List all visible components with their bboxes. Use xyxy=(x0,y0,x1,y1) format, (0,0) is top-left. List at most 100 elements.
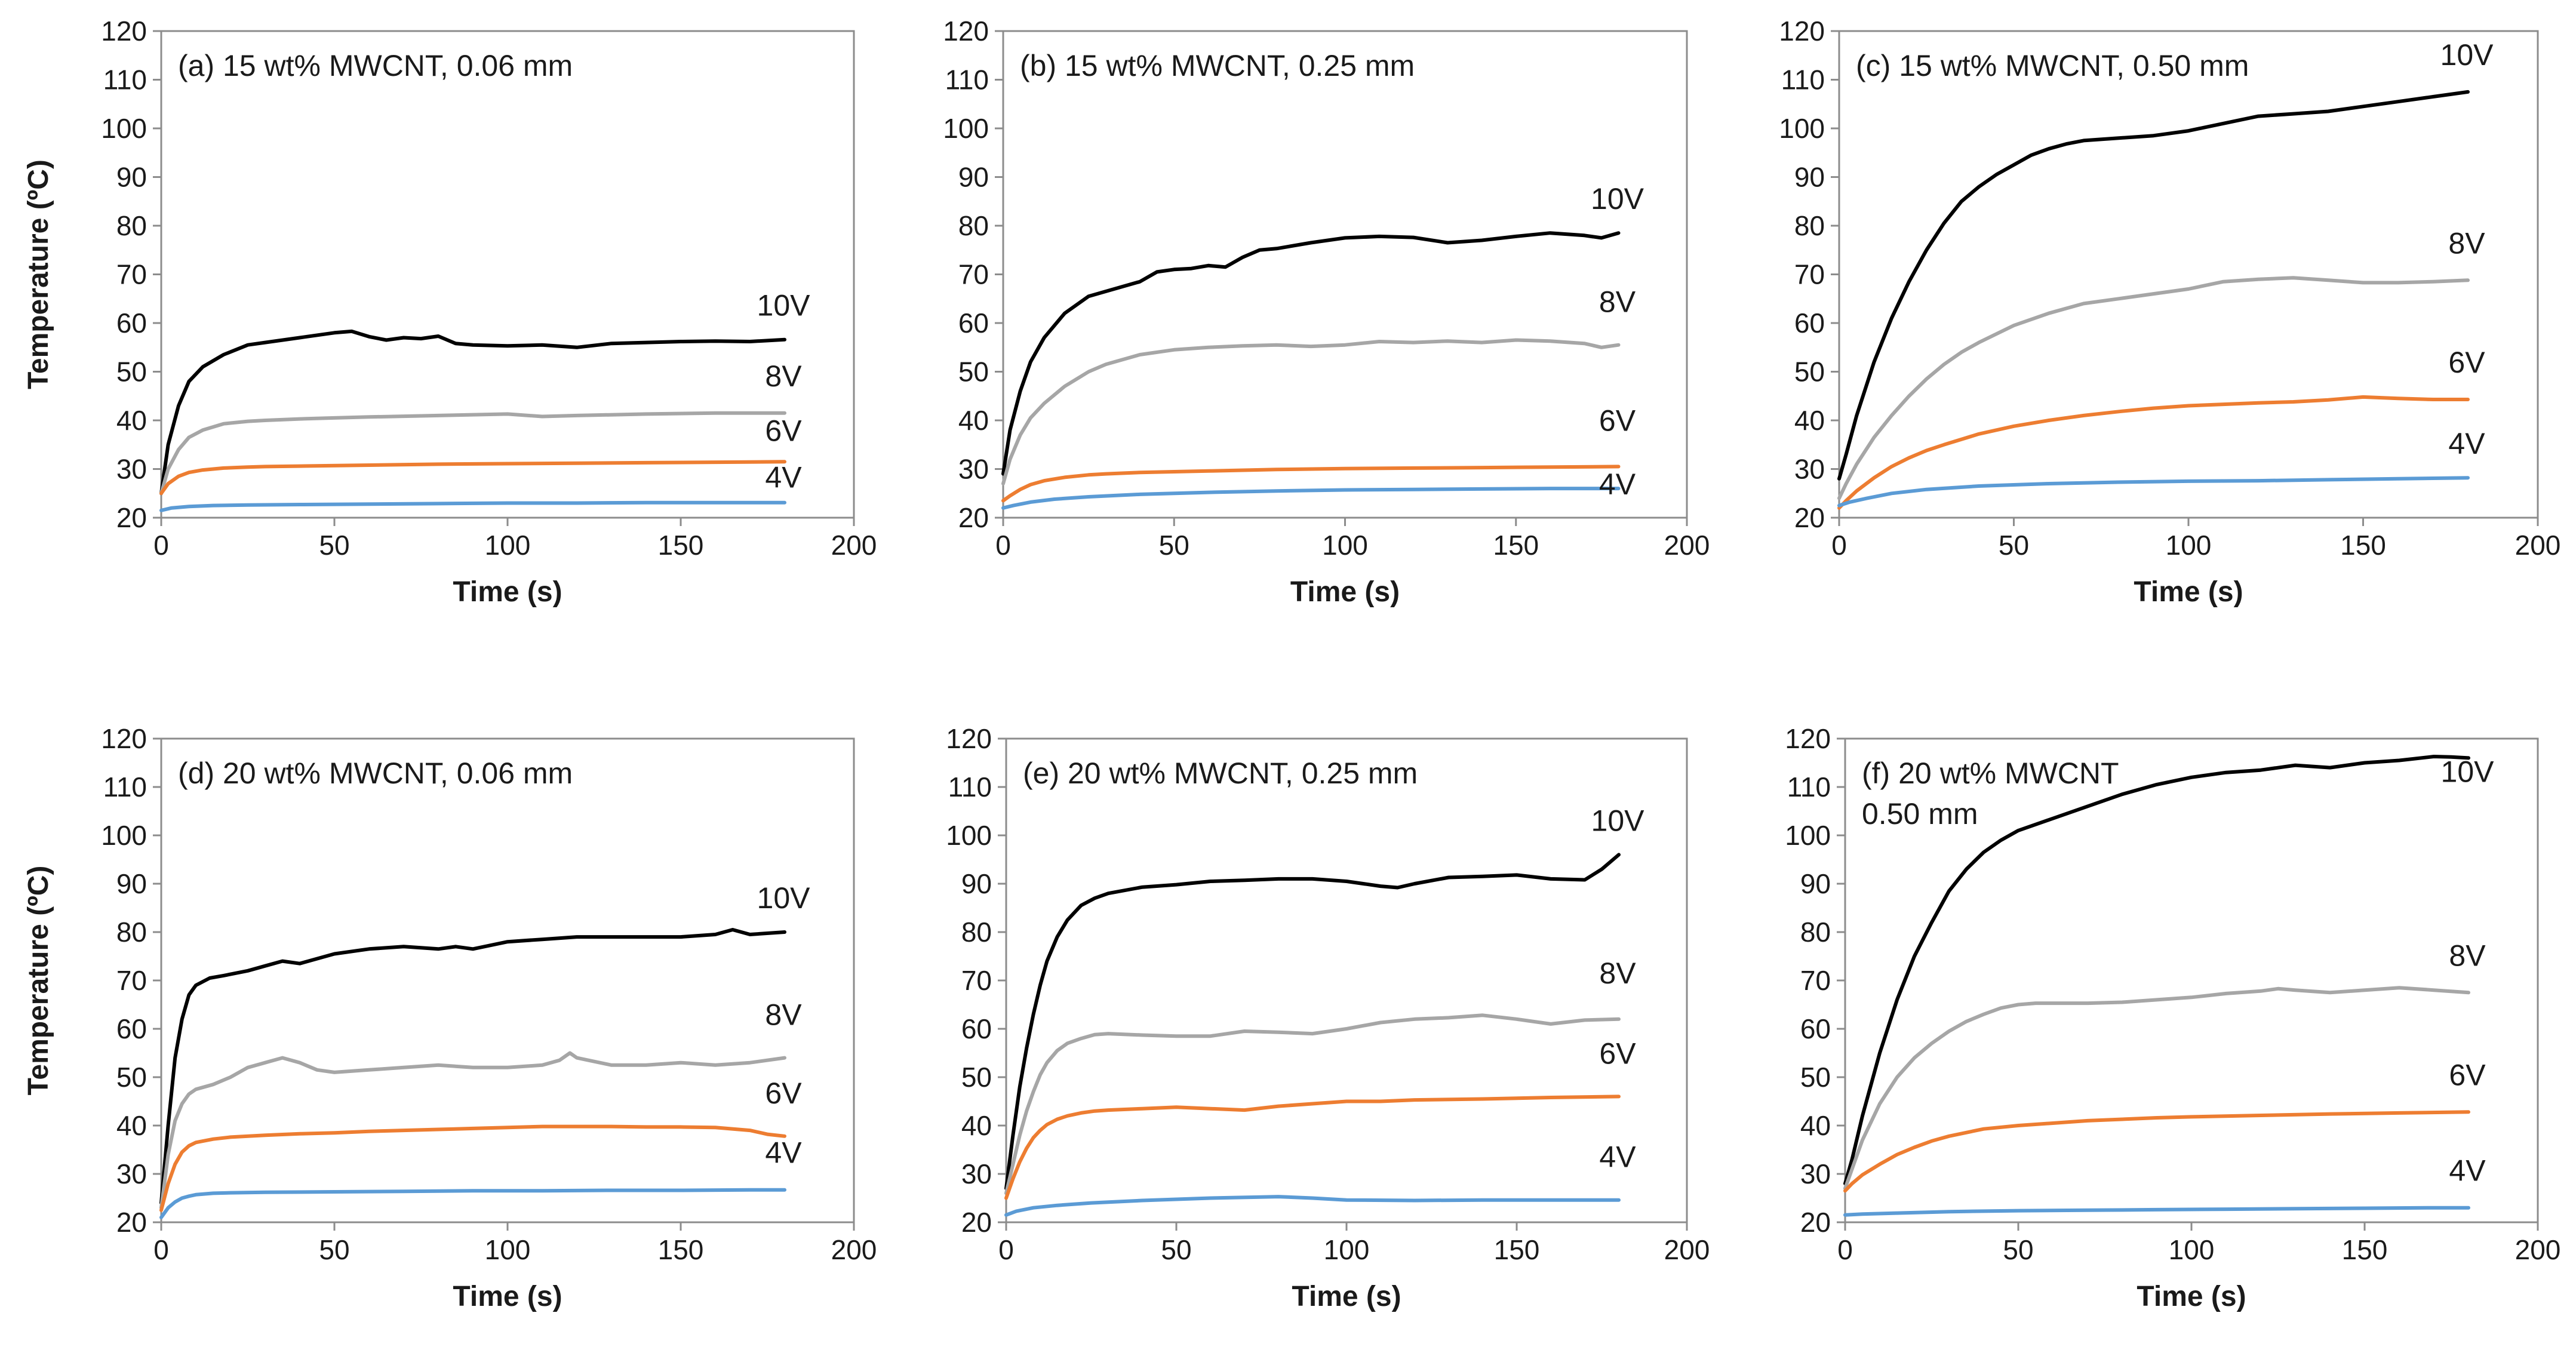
panel-3: 20 30 40 50 60 70 80 90 100 110 120 0 50 100 150 200 Tim… xyxy=(1779,16,2560,608)
series-line-6V xyxy=(1843,1110,2470,1193)
y-tick-label: 100 xyxy=(943,113,989,144)
series-label-8V: 8V xyxy=(765,998,802,1032)
x-axis-title: Time (s) xyxy=(2134,576,2243,608)
x-tick-label: 150 xyxy=(1493,530,1539,561)
series-label-4V: 4V xyxy=(2449,1154,2486,1188)
y-tick-label: 80 xyxy=(116,210,147,241)
y-tick-label: 40 xyxy=(958,405,989,436)
x-tick-label: 150 xyxy=(1494,1234,1540,1265)
series-label-4V: 4V xyxy=(765,461,802,494)
x-tick-label: 200 xyxy=(2515,1234,2561,1265)
panel-2: 20 30 40 50 60 70 80 90 100 110 120 0 50 100 150 200 Tim… xyxy=(943,16,1710,608)
y-tick-label: 90 xyxy=(1794,162,1825,193)
y-tick-label: 110 xyxy=(103,64,147,96)
series-line-6V xyxy=(159,1124,786,1212)
y-tick-label: 50 xyxy=(1800,1062,1831,1093)
y-tick-label: 30 xyxy=(116,1158,147,1189)
x-tick-label: 150 xyxy=(658,530,704,561)
series-line-6V xyxy=(1001,465,1621,503)
panel-title: (e) 20 wt% MWCNT, 0.25 mm xyxy=(1023,757,1418,790)
y-tick-label: 50 xyxy=(961,1062,992,1093)
x-tick-label: 0 xyxy=(1831,530,1847,561)
plot-frame xyxy=(160,737,855,1223)
series-label-8V: 8V xyxy=(2449,939,2486,972)
y-tick-label: 80 xyxy=(958,210,989,241)
y-tick-label: 20 xyxy=(116,1207,147,1238)
y-tick-label: 50 xyxy=(1794,356,1825,388)
y-tick-label: 60 xyxy=(958,308,989,339)
series-line-8V xyxy=(1001,338,1621,485)
x-tick-label: 0 xyxy=(995,530,1011,561)
y-tick-label: 90 xyxy=(116,868,147,899)
y-tick-label: 120 xyxy=(1785,723,1831,754)
x-tick-label: 100 xyxy=(1324,1234,1370,1265)
series-label-4V: 4V xyxy=(2448,427,2485,460)
x-tick-label: 0 xyxy=(998,1234,1014,1265)
x-tick-label: 200 xyxy=(831,1234,877,1265)
series-line-4V xyxy=(1837,476,2470,508)
panel-1: 20 30 40 50 60 70 80 90 100 110 120 0 50 100 150 200 Tim… xyxy=(23,16,877,608)
series-line-8V xyxy=(1843,986,2470,1191)
y-tick-label: 40 xyxy=(1800,1110,1831,1141)
series-label-8V: 8V xyxy=(2448,226,2485,260)
y-tick-label: 30 xyxy=(1794,454,1825,485)
series-label-6V: 6V xyxy=(1599,1037,1636,1070)
y-tick-label: 110 xyxy=(1787,771,1831,803)
y-tick-label: 30 xyxy=(1800,1158,1831,1189)
y-tick-label: 80 xyxy=(1794,210,1825,241)
y-tick-label: 40 xyxy=(1794,405,1825,436)
y-tick-label: 60 xyxy=(116,1013,147,1044)
x-tick-label: 150 xyxy=(658,1234,704,1265)
y-tick-label: 100 xyxy=(946,820,992,851)
series-label-8V: 8V xyxy=(1599,957,1636,990)
series-line-10V xyxy=(1004,853,1621,1191)
x-tick-label: 0 xyxy=(153,1234,169,1265)
x-tick-label: 50 xyxy=(1999,530,2029,561)
y-tick-label: 70 xyxy=(961,965,992,996)
x-tick-label: 100 xyxy=(1322,530,1368,561)
panel-title: (c) 15 wt% MWCNT, 0.50 mm xyxy=(1856,49,2249,82)
y-tick-label: 80 xyxy=(1800,917,1831,948)
x-tick-label: 100 xyxy=(2166,530,2212,561)
series-line-10V xyxy=(1837,90,2470,481)
series-line-8V xyxy=(159,411,786,496)
x-tick-label: 0 xyxy=(153,530,169,561)
series-line-4V xyxy=(159,500,786,512)
y-tick-label: 20 xyxy=(1800,1207,1831,1238)
series-line-4V xyxy=(159,1188,786,1219)
y-tick-label: 70 xyxy=(116,259,147,290)
x-tick-label: 200 xyxy=(1664,1234,1710,1265)
x-axis-title: Time (s) xyxy=(453,576,562,608)
panel-title: 0.50 mm xyxy=(1862,797,1978,831)
y-tick-label: 40 xyxy=(116,405,147,436)
x-axis-title: Time (s) xyxy=(2137,1281,2246,1312)
series-line-4V xyxy=(1004,1195,1621,1217)
x-tick-label: 150 xyxy=(2342,1234,2388,1265)
x-tick-label: 100 xyxy=(485,530,531,561)
y-tick-label: 120 xyxy=(101,16,147,47)
y-tick-label: 20 xyxy=(958,502,989,533)
x-axis-title: Time (s) xyxy=(1290,576,1400,608)
panel-6: 20 30 40 50 60 70 80 90 100 110 120 0 50 100 150 200 Tim… xyxy=(1785,723,2560,1312)
x-tick-label: 150 xyxy=(2340,530,2386,561)
y-tick-label: 120 xyxy=(943,16,989,47)
series-label-10V: 10V xyxy=(1591,804,1645,837)
panel-4: 20 30 40 50 60 70 80 90 100 110 120 0 50 100 150 200 Tim… xyxy=(23,723,877,1312)
series-label-10V: 10V xyxy=(757,289,811,322)
y-tick-label: 110 xyxy=(1781,64,1825,96)
plot-frame xyxy=(160,30,855,519)
y-tick-label: 110 xyxy=(945,64,989,96)
y-tick-label: 20 xyxy=(1794,502,1825,533)
series-line-4V xyxy=(1001,487,1621,510)
series-label-6V: 6V xyxy=(1599,404,1636,437)
x-tick-label: 50 xyxy=(319,1234,349,1265)
y-tick-label: 100 xyxy=(1785,820,1831,851)
y-tick-label: 50 xyxy=(116,356,147,388)
y-tick-label: 90 xyxy=(1800,868,1831,899)
x-tick-label: 200 xyxy=(831,530,877,561)
series-line-8V xyxy=(1837,276,2470,500)
y-tick-label: 100 xyxy=(101,820,147,851)
series-label-8V: 8V xyxy=(765,359,802,393)
panel-title: (d) 20 wt% MWCNT, 0.06 mm xyxy=(178,757,573,790)
